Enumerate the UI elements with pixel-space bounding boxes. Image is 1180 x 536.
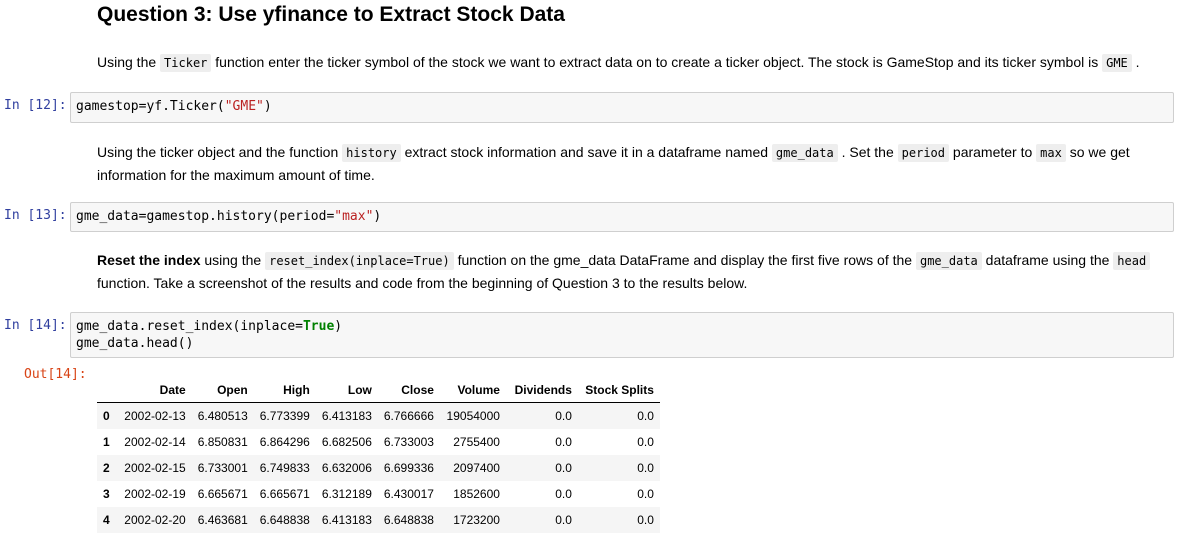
cell-high: 6.648838 [259, 513, 310, 527]
input-prompt-13: In [13]: [4, 208, 67, 223]
cell-dividends: 0.0 [555, 513, 572, 527]
table-row: 0 2002-02-13 6.480513 6.773399 6.413183 … [97, 402, 660, 429]
cell-date: 2002-02-15 [124, 461, 186, 475]
inline-code: head [1113, 252, 1151, 270]
cell-low: 6.413183 [321, 409, 372, 423]
column-header-high: High [253, 378, 316, 403]
row-index: 1 [103, 435, 110, 449]
cell-stock-splits: 0.0 [637, 461, 654, 475]
inline-code: Ticker [160, 54, 212, 72]
section-heading: Question 3: Use yfinance to Extract Stoc… [97, 3, 565, 26]
cell-open: 6.850831 [197, 435, 248, 449]
code-cell-13[interactable]: gme_data=gamestop.history(period="max") [70, 202, 1174, 232]
markdown-instruction-ticker: Using the Ticker function enter the tick… [97, 54, 1140, 72]
markdown-instruction-reset-index: Reset the index using the reset_index(in… [97, 249, 1157, 294]
cell-stock-splits: 0.0 [637, 513, 654, 527]
cell-date: 2002-02-19 [124, 487, 186, 501]
row-index: 2 [103, 461, 110, 475]
input-prompt-12: In [12]: [4, 98, 67, 113]
column-header-low: Low [315, 378, 378, 403]
cell-high: 6.864296 [259, 435, 310, 449]
output-prompt-14: Out[14]: [24, 367, 87, 382]
inline-code: GME [1102, 54, 1132, 72]
column-header-dividends: Dividends [505, 378, 578, 403]
markdown-instruction-history: Using the ticker object and the function… [97, 144, 1130, 183]
inline-code: reset_index(inplace=True) [265, 252, 454, 270]
column-header-stock-splits: Stock Splits [577, 378, 660, 403]
cell-date: 2002-02-14 [124, 435, 186, 449]
table-row: 3 2002-02-19 6.665671 6.665671 6.312189 … [97, 481, 660, 507]
cell-date: 2002-02-20 [124, 513, 186, 527]
input-prompt-14: In [14]: [4, 318, 67, 333]
cell-low: 6.312189 [321, 487, 372, 501]
cell-volume: 2755400 [453, 435, 500, 449]
column-header-close: Close [377, 378, 440, 403]
column-header-volume: Volume [439, 378, 506, 403]
cell-volume: 2097400 [453, 461, 500, 475]
cell-dividends: 0.0 [555, 487, 572, 501]
cell-stock-splits: 0.0 [637, 409, 654, 423]
cell-open: 6.733001 [197, 461, 248, 475]
cell-dividends: 0.0 [555, 409, 572, 423]
cell-close: 6.766666 [383, 409, 434, 423]
cell-dividends: 0.0 [555, 435, 572, 449]
cell-low: 6.413183 [321, 513, 372, 527]
cell-volume: 19054000 [446, 409, 500, 423]
cell-volume: 1852600 [453, 487, 500, 501]
index-header [97, 378, 116, 403]
table-header-row: Date Open High Low Close Volume Dividend… [97, 378, 660, 403]
cell-open: 6.480513 [197, 409, 248, 423]
inline-code: gme_data [771, 144, 838, 162]
cell-high: 6.749833 [259, 461, 310, 475]
cell-date: 2002-02-13 [124, 409, 186, 423]
code-cell-14[interactable]: gme_data.reset_index(inplace=True) gme_d… [70, 312, 1174, 358]
row-index: 3 [103, 487, 110, 501]
cell-close: 6.648838 [383, 513, 434, 527]
inline-code: gme_data [915, 252, 982, 270]
inline-code: history [342, 144, 401, 162]
cell-stock-splits: 0.0 [637, 487, 654, 501]
cell-close: 6.733003 [383, 435, 434, 449]
dataframe-output-table: Date Open High Low Close Volume Dividend… [97, 378, 660, 533]
cell-high: 6.773399 [259, 409, 310, 423]
cell-dividends: 0.0 [555, 461, 572, 475]
cell-close: 6.699336 [383, 461, 434, 475]
cell-stock-splits: 0.0 [637, 435, 654, 449]
row-index: 4 [103, 513, 110, 527]
cell-volume: 1723200 [453, 513, 500, 527]
cell-high: 6.665671 [259, 487, 310, 501]
inline-code: period [897, 144, 950, 162]
inline-code: max [1036, 144, 1066, 162]
cell-open: 6.463681 [197, 513, 248, 527]
table-row: 4 2002-02-20 6.463681 6.648838 6.413183 … [97, 507, 660, 533]
table-row: 1 2002-02-14 6.850831 6.864296 6.682506 … [97, 429, 660, 455]
row-index: 0 [103, 409, 110, 423]
cell-close: 6.430017 [383, 487, 434, 501]
code-cell-12[interactable]: gamestop=yf.Ticker("GME") [70, 92, 1174, 123]
cell-low: 6.682506 [321, 435, 372, 449]
column-header-open: Open [191, 378, 254, 403]
table-row: 2 2002-02-15 6.733001 6.749833 6.632006 … [97, 455, 660, 481]
cell-low: 6.632006 [321, 461, 372, 475]
column-header-date: Date [115, 378, 192, 403]
cell-open: 6.665671 [197, 487, 248, 501]
